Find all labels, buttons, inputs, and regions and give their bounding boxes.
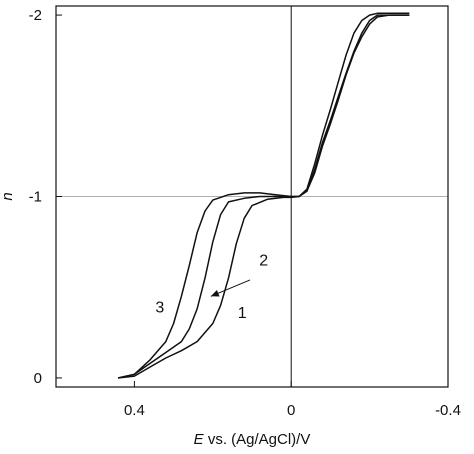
y-tick-label: 0	[34, 370, 42, 387]
curve-label-1: 1	[238, 305, 247, 322]
curve-label-2: 2	[259, 252, 268, 269]
y-tick-label: -2	[29, 7, 42, 24]
x-axis-label: E vs. (Ag/AgCl)/V	[194, 431, 311, 448]
ticks-layer: 0.4 0 -0.4 0 -1 -2	[29, 7, 461, 419]
x-tick-label: -0.4	[435, 402, 461, 419]
series-line-3	[117, 12, 410, 379]
curve-label-3: 3	[155, 300, 164, 317]
x-tick-label: 0.4	[124, 402, 145, 419]
annotation-layer: 1 2 3	[155, 252, 268, 322]
series-line-2	[117, 14, 410, 379]
reference-lines	[56, 6, 448, 387]
arrow-head	[210, 289, 220, 297]
x-tick-label: 0	[287, 402, 295, 419]
series-line-1	[117, 14, 410, 379]
y-tick-label: -1	[29, 189, 42, 206]
y-axis-label: n	[0, 192, 16, 200]
series-layer	[117, 12, 410, 379]
